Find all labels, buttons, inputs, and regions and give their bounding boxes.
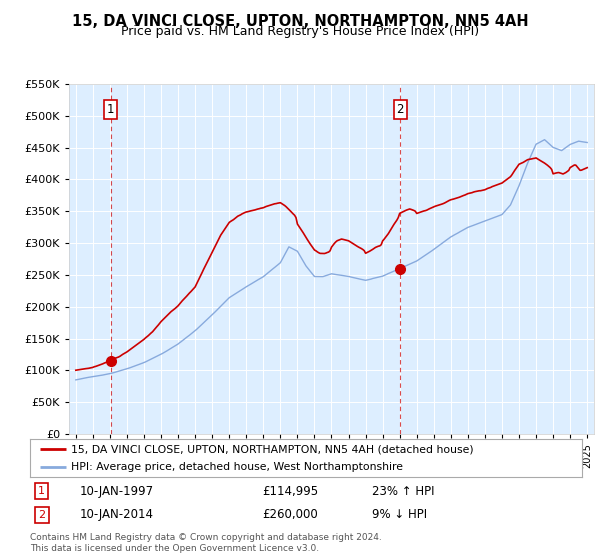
Text: £260,000: £260,000 xyxy=(262,508,317,521)
Text: HPI: Average price, detached house, West Northamptonshire: HPI: Average price, detached house, West… xyxy=(71,462,403,472)
Text: 15, DA VINCI CLOSE, UPTON, NORTHAMPTON, NN5 4AH (detached house): 15, DA VINCI CLOSE, UPTON, NORTHAMPTON, … xyxy=(71,444,474,454)
Text: Contains HM Land Registry data © Crown copyright and database right 2024.
This d: Contains HM Land Registry data © Crown c… xyxy=(30,533,382,553)
Text: 10-JAN-2014: 10-JAN-2014 xyxy=(80,508,154,521)
Text: 10-JAN-1997: 10-JAN-1997 xyxy=(80,484,154,497)
Text: 23% ↑ HPI: 23% ↑ HPI xyxy=(372,484,435,497)
Text: 1: 1 xyxy=(107,103,115,116)
Text: 15, DA VINCI CLOSE, UPTON, NORTHAMPTON, NN5 4AH: 15, DA VINCI CLOSE, UPTON, NORTHAMPTON, … xyxy=(71,14,529,29)
Text: 9% ↓ HPI: 9% ↓ HPI xyxy=(372,508,427,521)
Text: 2: 2 xyxy=(38,510,46,520)
Text: 2: 2 xyxy=(397,103,404,116)
Text: Price paid vs. HM Land Registry's House Price Index (HPI): Price paid vs. HM Land Registry's House … xyxy=(121,25,479,38)
Text: 1: 1 xyxy=(38,486,45,496)
Text: £114,995: £114,995 xyxy=(262,484,318,497)
